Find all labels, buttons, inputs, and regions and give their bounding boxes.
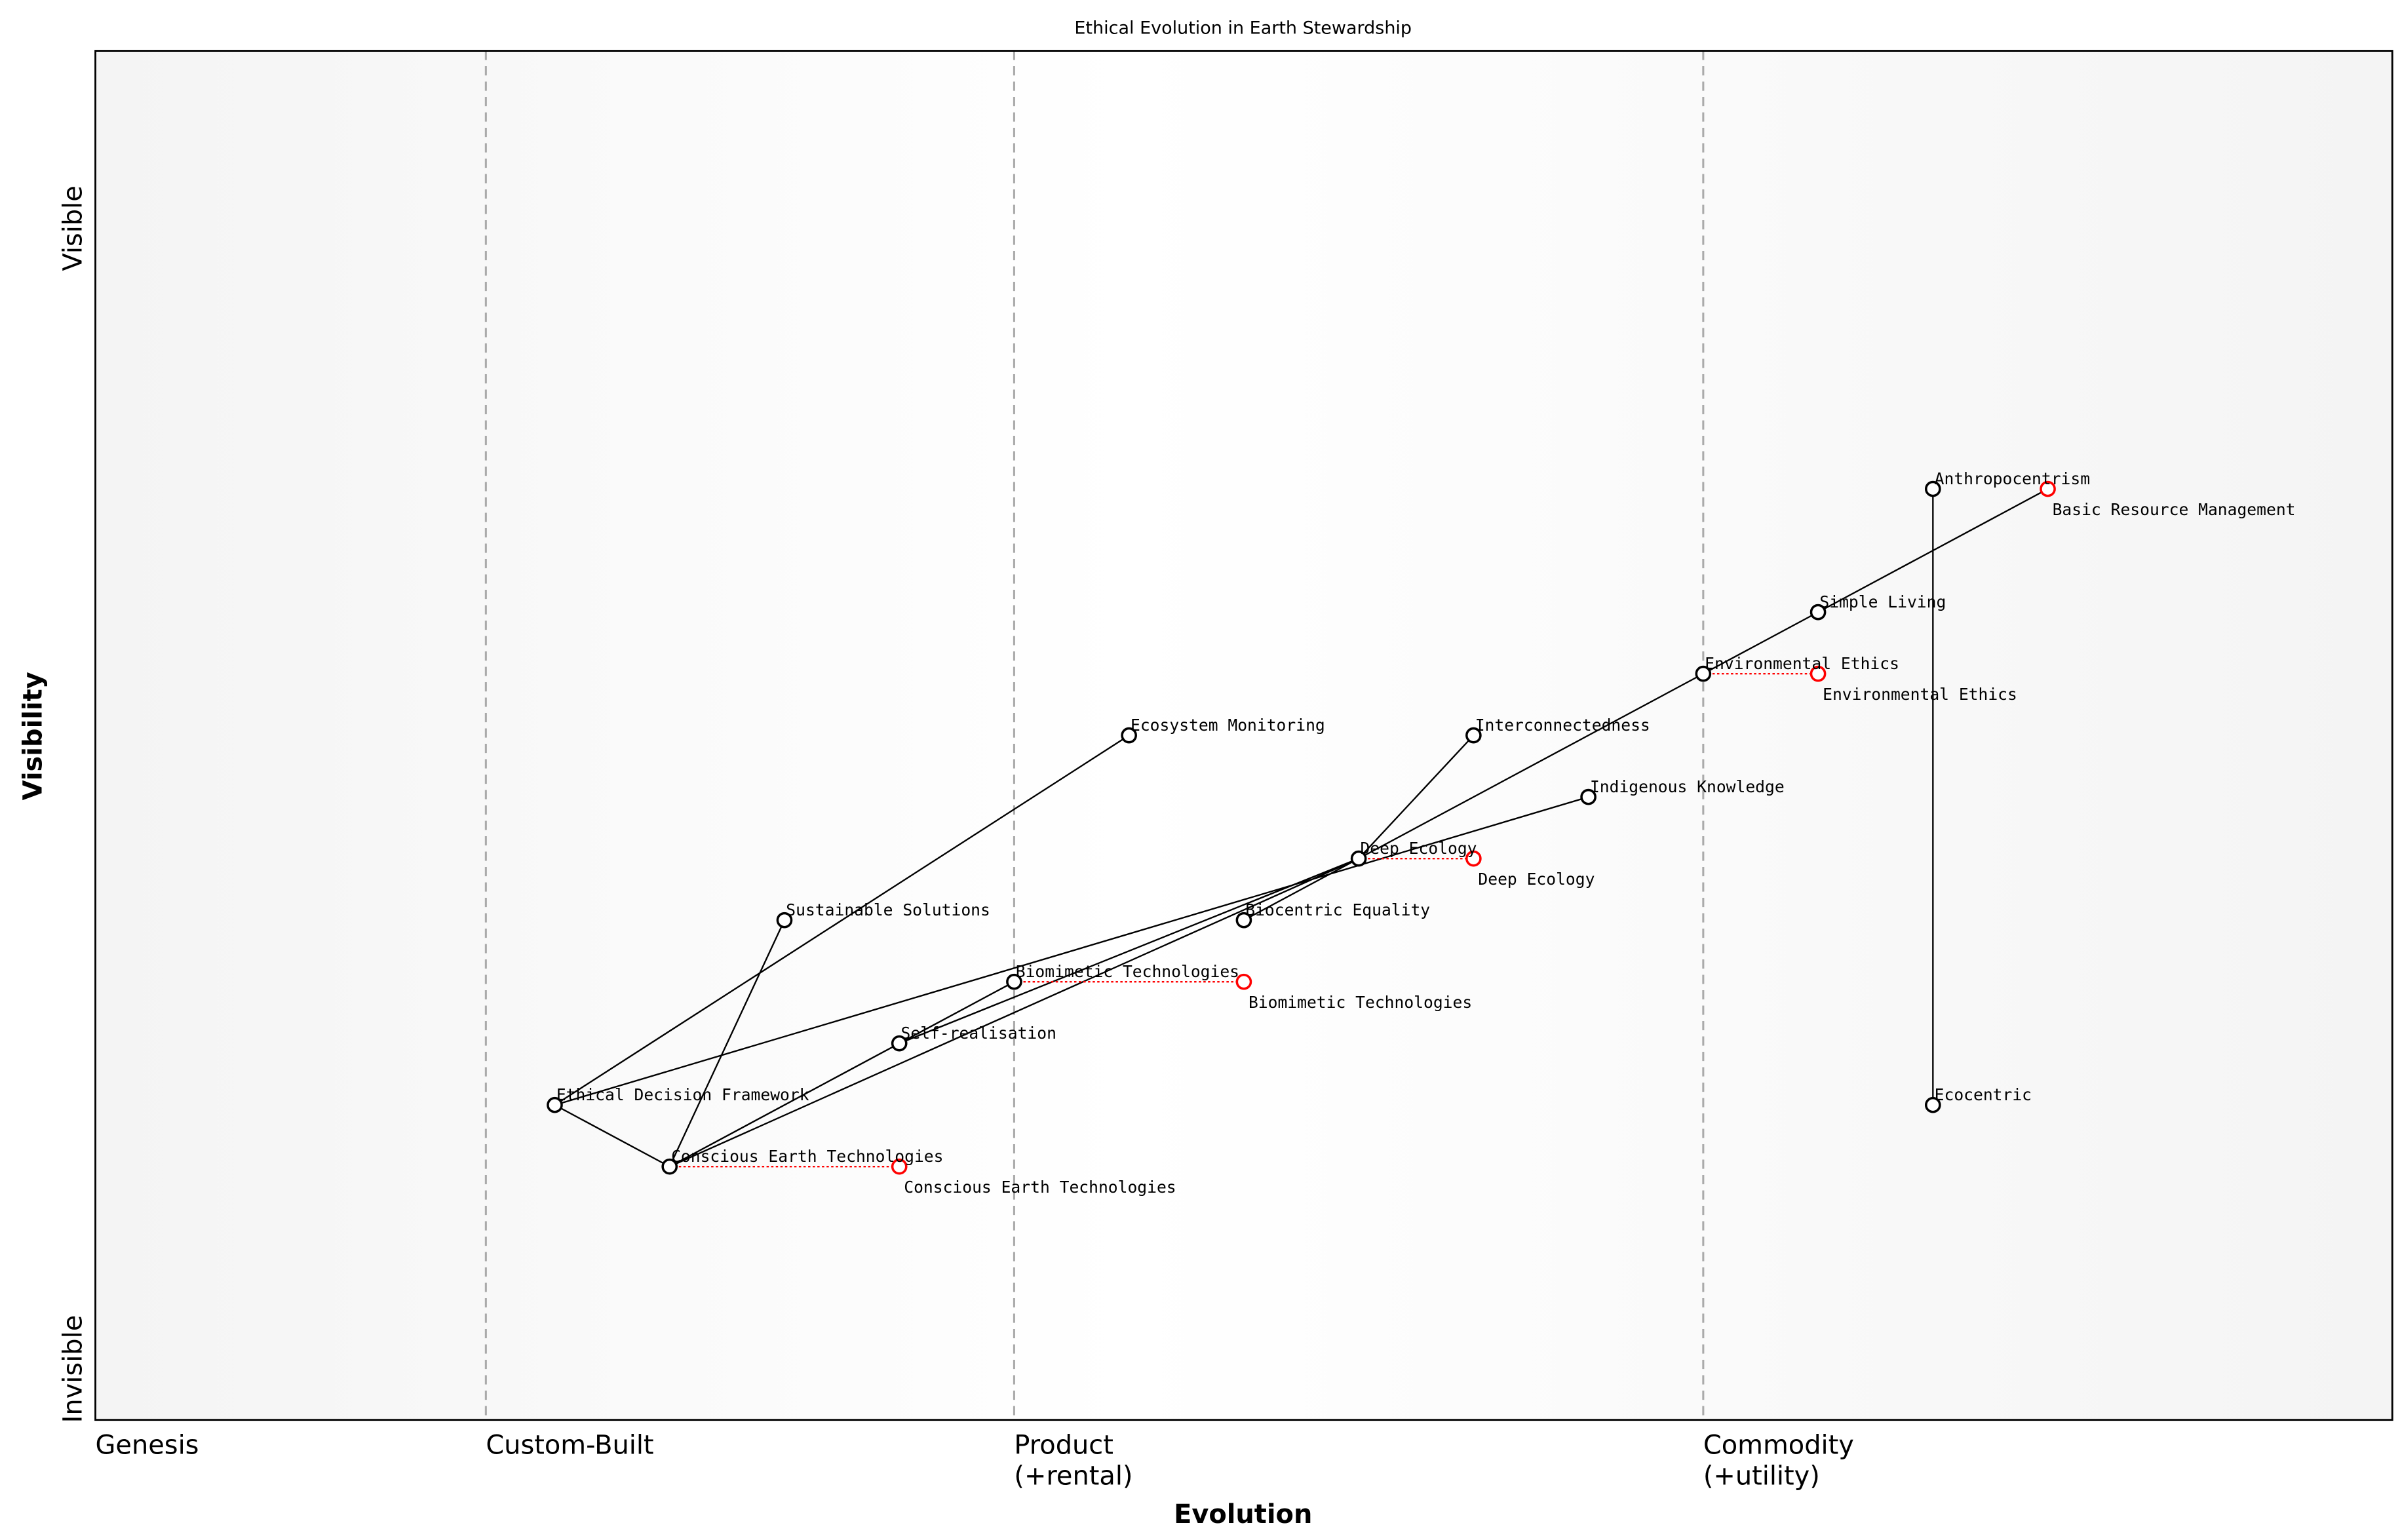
component-label: Environmental Ethics <box>1705 654 1899 673</box>
component-node[interactable] <box>1235 912 1252 929</box>
x-axis-title: Evolution <box>1174 1499 1312 1530</box>
component-label: Biomimetic Technologies <box>1016 962 1239 981</box>
plot-frame <box>94 50 2393 1421</box>
dependency-link <box>1817 488 2049 613</box>
component-node[interactable] <box>1580 788 1597 805</box>
component-node[interactable] <box>891 1035 908 1052</box>
component-node[interactable] <box>1350 850 1367 867</box>
chart-title: Ethical Evolution in Earth Stewardship <box>1074 18 1412 39</box>
evolved-node-label: Basic Resource Management <box>2053 500 2296 519</box>
x-tick-label: Genesis <box>96 1430 199 1460</box>
dependency-link <box>899 858 1359 1045</box>
dependency-link <box>554 735 1130 1106</box>
y-tick-label: Invisible <box>58 1315 88 1423</box>
component-label: Anthropocentrism <box>1935 469 2090 488</box>
component-node[interactable] <box>661 1158 678 1175</box>
evolved-node-label: Conscious Earth Technologies <box>904 1178 1176 1197</box>
component-node[interactable] <box>1465 727 1482 744</box>
x-tick-label: Product (+rental) <box>1014 1430 1132 1491</box>
dependency-link <box>669 858 1359 1168</box>
evolved-node-label: Environmental Ethics <box>1823 685 2017 704</box>
evolved-node-label: Deep Ecology <box>1478 870 1595 889</box>
dependency-link <box>668 919 786 1167</box>
dependency-link <box>669 1043 900 1168</box>
component-label: Ethical Decision Framework <box>556 1085 809 1104</box>
component-node[interactable] <box>1810 604 1827 621</box>
component-label: Sustainable Solutions <box>786 900 990 919</box>
dependency-link <box>1703 611 1819 675</box>
evolved-node[interactable] <box>1235 973 1252 990</box>
component-label: Deep Ecology <box>1360 839 1477 858</box>
component-node[interactable] <box>1924 480 1941 497</box>
dependency-link <box>554 796 1589 1106</box>
component-node[interactable] <box>1695 665 1712 682</box>
x-tick-label: Custom-Built <box>486 1430 653 1460</box>
evolved-node[interactable] <box>1465 850 1482 867</box>
component-node[interactable] <box>1006 973 1022 990</box>
component-label: Self-realisation <box>901 1024 1056 1043</box>
component-node[interactable] <box>776 912 793 929</box>
dependency-link <box>554 1104 670 1168</box>
evolved-node[interactable] <box>1810 665 1827 682</box>
component-node[interactable] <box>547 1096 563 1113</box>
evolved-node[interactable] <box>891 1158 908 1175</box>
component-label: Simple Living <box>1819 592 1946 611</box>
y-axis-title: Visibility <box>18 672 48 800</box>
y-tick-label: Visible <box>58 185 88 271</box>
component-node[interactable] <box>1121 727 1137 744</box>
evolved-node-label: Biomimetic Technologies <box>1248 993 1472 1012</box>
x-tick-label: Commodity (+utility) <box>1703 1430 1854 1491</box>
dependency-link <box>1358 735 1475 859</box>
dependency-link <box>899 981 1015 1045</box>
component-label: Indigenous Knowledge <box>1590 777 1785 796</box>
evolved-node[interactable] <box>2040 480 2056 497</box>
component-node[interactable] <box>1924 1096 1941 1113</box>
component-label: Conscious Earth Technologies <box>671 1147 943 1166</box>
dependency-link <box>1358 673 1704 860</box>
component-label: Biocentric Equality <box>1245 900 1430 919</box>
dependency-link <box>1243 858 1359 921</box>
component-label: Ecosystem Monitoring <box>1131 716 1325 735</box>
plot-background <box>95 50 2393 1420</box>
component-label: Ecocentric <box>1935 1085 2032 1104</box>
component-label: Interconnectedness <box>1475 716 1650 735</box>
